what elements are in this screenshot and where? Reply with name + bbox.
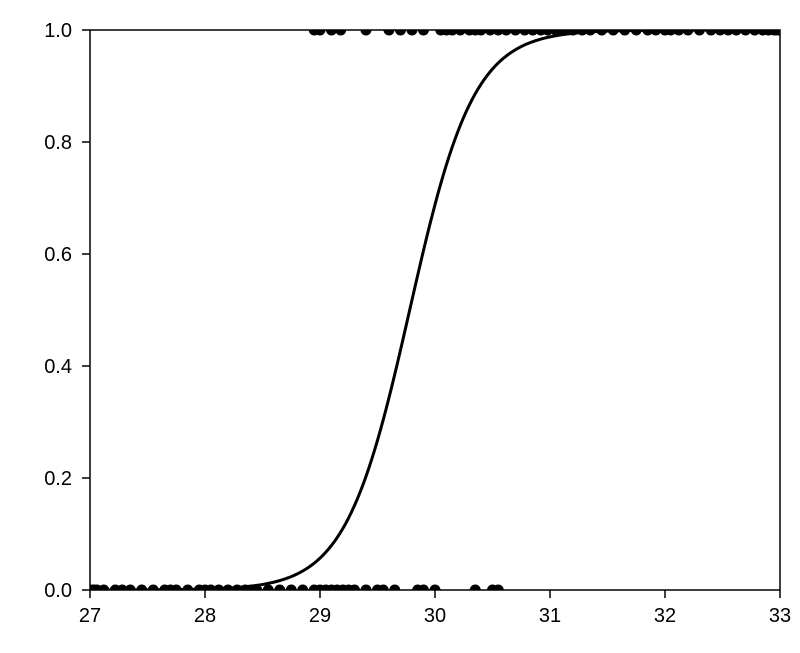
x-tick-label: 30 xyxy=(424,605,446,627)
x-tick-label: 28 xyxy=(194,605,216,627)
x-tick-label: 31 xyxy=(539,605,561,627)
x-tick-label: 32 xyxy=(654,605,676,627)
logistic-regression-chart: 27 28 29 30 31 32 33 0.0 0.2 0.4 0.6 0.8 1.0 xyxy=(0,0,800,653)
y-tick-label: 0.8 xyxy=(44,132,72,154)
x-tick-label: 27 xyxy=(79,605,101,627)
y-tick-label: 0.4 xyxy=(44,356,72,378)
y-tick-label: 0.6 xyxy=(44,244,72,266)
x-tick-label: 29 xyxy=(309,605,331,627)
y-tick-label: 0.0 xyxy=(44,580,72,602)
y-tick-label: 1.0 xyxy=(44,20,72,42)
chart-svg: 27 28 29 30 31 32 33 0.0 0.2 0.4 0.6 0.8 1.0 xyxy=(0,0,800,653)
y-tick-label: 0.2 xyxy=(44,468,72,490)
plot-background xyxy=(0,0,800,653)
x-tick-label: 33 xyxy=(769,605,791,627)
